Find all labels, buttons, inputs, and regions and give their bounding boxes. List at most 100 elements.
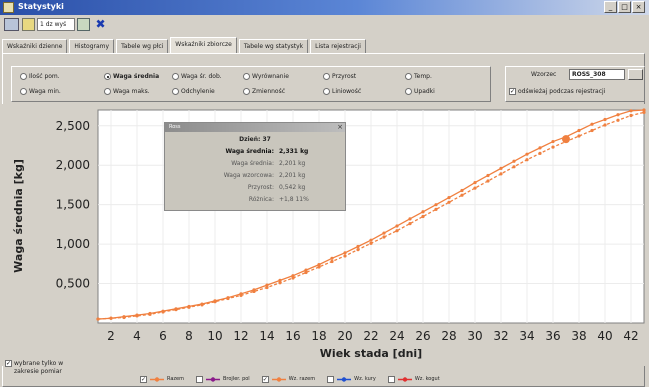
- radio-dot[interactable]: [405, 88, 412, 95]
- data-point[interactable]: [109, 316, 113, 320]
- radio-option[interactable]: Przyrost: [323, 72, 356, 81]
- data-point[interactable]: [447, 200, 451, 204]
- data-point[interactable]: [239, 293, 243, 297]
- radio-option[interactable]: Temp.: [405, 72, 432, 81]
- radio-option[interactable]: Waga średnia: [104, 72, 159, 81]
- data-point[interactable]: [343, 251, 347, 255]
- data-point[interactable]: [265, 285, 269, 290]
- checkbox-box[interactable]: ✓: [509, 88, 516, 95]
- tab-0[interactable]: Wskaźniki dzienne: [2, 39, 68, 53]
- radio-option[interactable]: Waga maks.: [104, 87, 150, 96]
- chart-icon[interactable]: [22, 18, 35, 31]
- data-point[interactable]: [369, 241, 373, 245]
- data-point[interactable]: [343, 254, 347, 258]
- data-point[interactable]: [473, 186, 477, 190]
- radio-dot[interactable]: [104, 88, 111, 95]
- data-point[interactable]: [356, 248, 360, 252]
- popup-header[interactable]: Ross ×: [165, 123, 345, 132]
- data-point[interactable]: [395, 224, 399, 228]
- radio-option[interactable]: Waga śr. dob.: [172, 72, 222, 81]
- data-point[interactable]: [642, 110, 646, 114]
- data-point[interactable]: [330, 256, 334, 260]
- data-point[interactable]: [265, 283, 269, 287]
- data-point[interactable]: [525, 152, 529, 156]
- data-point[interactable]: [174, 307, 178, 312]
- radio-dot[interactable]: [20, 73, 27, 80]
- data-point[interactable]: [486, 173, 490, 178]
- radio-option[interactable]: Liniowość: [323, 87, 361, 96]
- point-info-popup[interactable]: Ross × Dzień: 37 Waga średnia: 2,331 kg Wa…: [164, 122, 346, 211]
- radio-option[interactable]: Waga min.: [20, 87, 61, 96]
- data-point[interactable]: [317, 265, 321, 269]
- data-point[interactable]: [577, 134, 581, 138]
- pattern-input[interactable]: ROSS_308: [569, 69, 625, 80]
- legend-item[interactable]: Wz. kury: [327, 375, 376, 383]
- data-point[interactable]: [356, 244, 360, 249]
- range-select[interactable]: 1 dz wyś: [37, 18, 75, 31]
- data-point[interactable]: [135, 314, 139, 318]
- data-point[interactable]: [278, 281, 282, 285]
- maximize-button[interactable]: □: [618, 1, 631, 13]
- data-point[interactable]: [200, 303, 204, 307]
- data-point[interactable]: [577, 128, 581, 133]
- data-point[interactable]: [447, 195, 451, 200]
- data-point[interactable]: [421, 214, 425, 219]
- data-point[interactable]: [395, 229, 399, 233]
- legend-checkbox[interactable]: ✓: [261, 375, 269, 383]
- data-point[interactable]: [499, 172, 503, 176]
- data-point[interactable]: [304, 270, 308, 275]
- data-point[interactable]: [187, 305, 191, 309]
- data-point[interactable]: [499, 166, 503, 170]
- data-point[interactable]: [460, 188, 464, 193]
- checkbox-box[interactable]: ✓: [5, 360, 12, 367]
- radio-dot[interactable]: [243, 88, 250, 95]
- close-icon[interactable]: ✖: [95, 17, 106, 31]
- data-point[interactable]: [538, 146, 542, 150]
- radio-dot[interactable]: [243, 73, 250, 80]
- data-point[interactable]: [434, 203, 438, 207]
- data-point[interactable]: [603, 123, 607, 127]
- data-point[interactable]: [525, 158, 529, 162]
- export-icon[interactable]: [77, 18, 90, 31]
- data-point[interactable]: [629, 109, 633, 113]
- popup-close-icon[interactable]: ×: [337, 123, 343, 131]
- highlighted-point[interactable]: [562, 135, 570, 144]
- print-icon[interactable]: [4, 18, 19, 31]
- data-point[interactable]: [590, 122, 594, 126]
- data-point[interactable]: [408, 217, 412, 221]
- legend-checkbox[interactable]: [327, 375, 335, 383]
- data-point[interactable]: [291, 274, 295, 278]
- data-point[interactable]: [382, 235, 386, 239]
- data-point[interactable]: [317, 263, 321, 267]
- range-only-checkbox[interactable]: ✓ wybrane tylko w zakresie pomiar: [5, 360, 74, 376]
- radio-dot[interactable]: [20, 88, 27, 95]
- legend-item[interactable]: ✓ Wz. razem: [261, 375, 315, 383]
- tab-5[interactable]: Lista rejestracji: [310, 39, 366, 53]
- data-point[interactable]: [304, 268, 308, 272]
- radio-dot[interactable]: [323, 88, 330, 95]
- data-point[interactable]: [629, 113, 633, 118]
- legend-item[interactable]: Brojler. pol: [196, 375, 250, 383]
- legend-item[interactable]: ✓ Razem: [140, 375, 184, 383]
- data-point[interactable]: [460, 193, 464, 197]
- legend-checkbox[interactable]: ✓: [140, 375, 147, 383]
- data-point[interactable]: [96, 317, 100, 321]
- close-window-button[interactable]: ×: [632, 1, 645, 13]
- refresh-checkbox[interactable]: ✓ odświeżaj podczas rejestracji: [509, 88, 605, 95]
- data-point[interactable]: [512, 159, 516, 163]
- data-point[interactable]: [616, 113, 620, 117]
- radio-dot[interactable]: [104, 73, 111, 80]
- tab-1[interactable]: Histogramy: [69, 39, 115, 53]
- radio-dot[interactable]: [405, 73, 412, 80]
- data-point[interactable]: [226, 296, 230, 301]
- radio-dot[interactable]: [172, 73, 179, 80]
- data-point[interactable]: [213, 300, 217, 304]
- legend-item[interactable]: Wz. kogut: [387, 375, 440, 383]
- tab-3[interactable]: Wskaźniki zbiorcze: [170, 37, 237, 53]
- legend-checkbox[interactable]: [387, 375, 395, 383]
- data-point[interactable]: [369, 238, 373, 242]
- data-point[interactable]: [408, 222, 412, 226]
- radio-option[interactable]: Odchylenie: [172, 87, 215, 96]
- radio-option[interactable]: Upadki: [405, 87, 435, 96]
- data-point[interactable]: [278, 278, 282, 282]
